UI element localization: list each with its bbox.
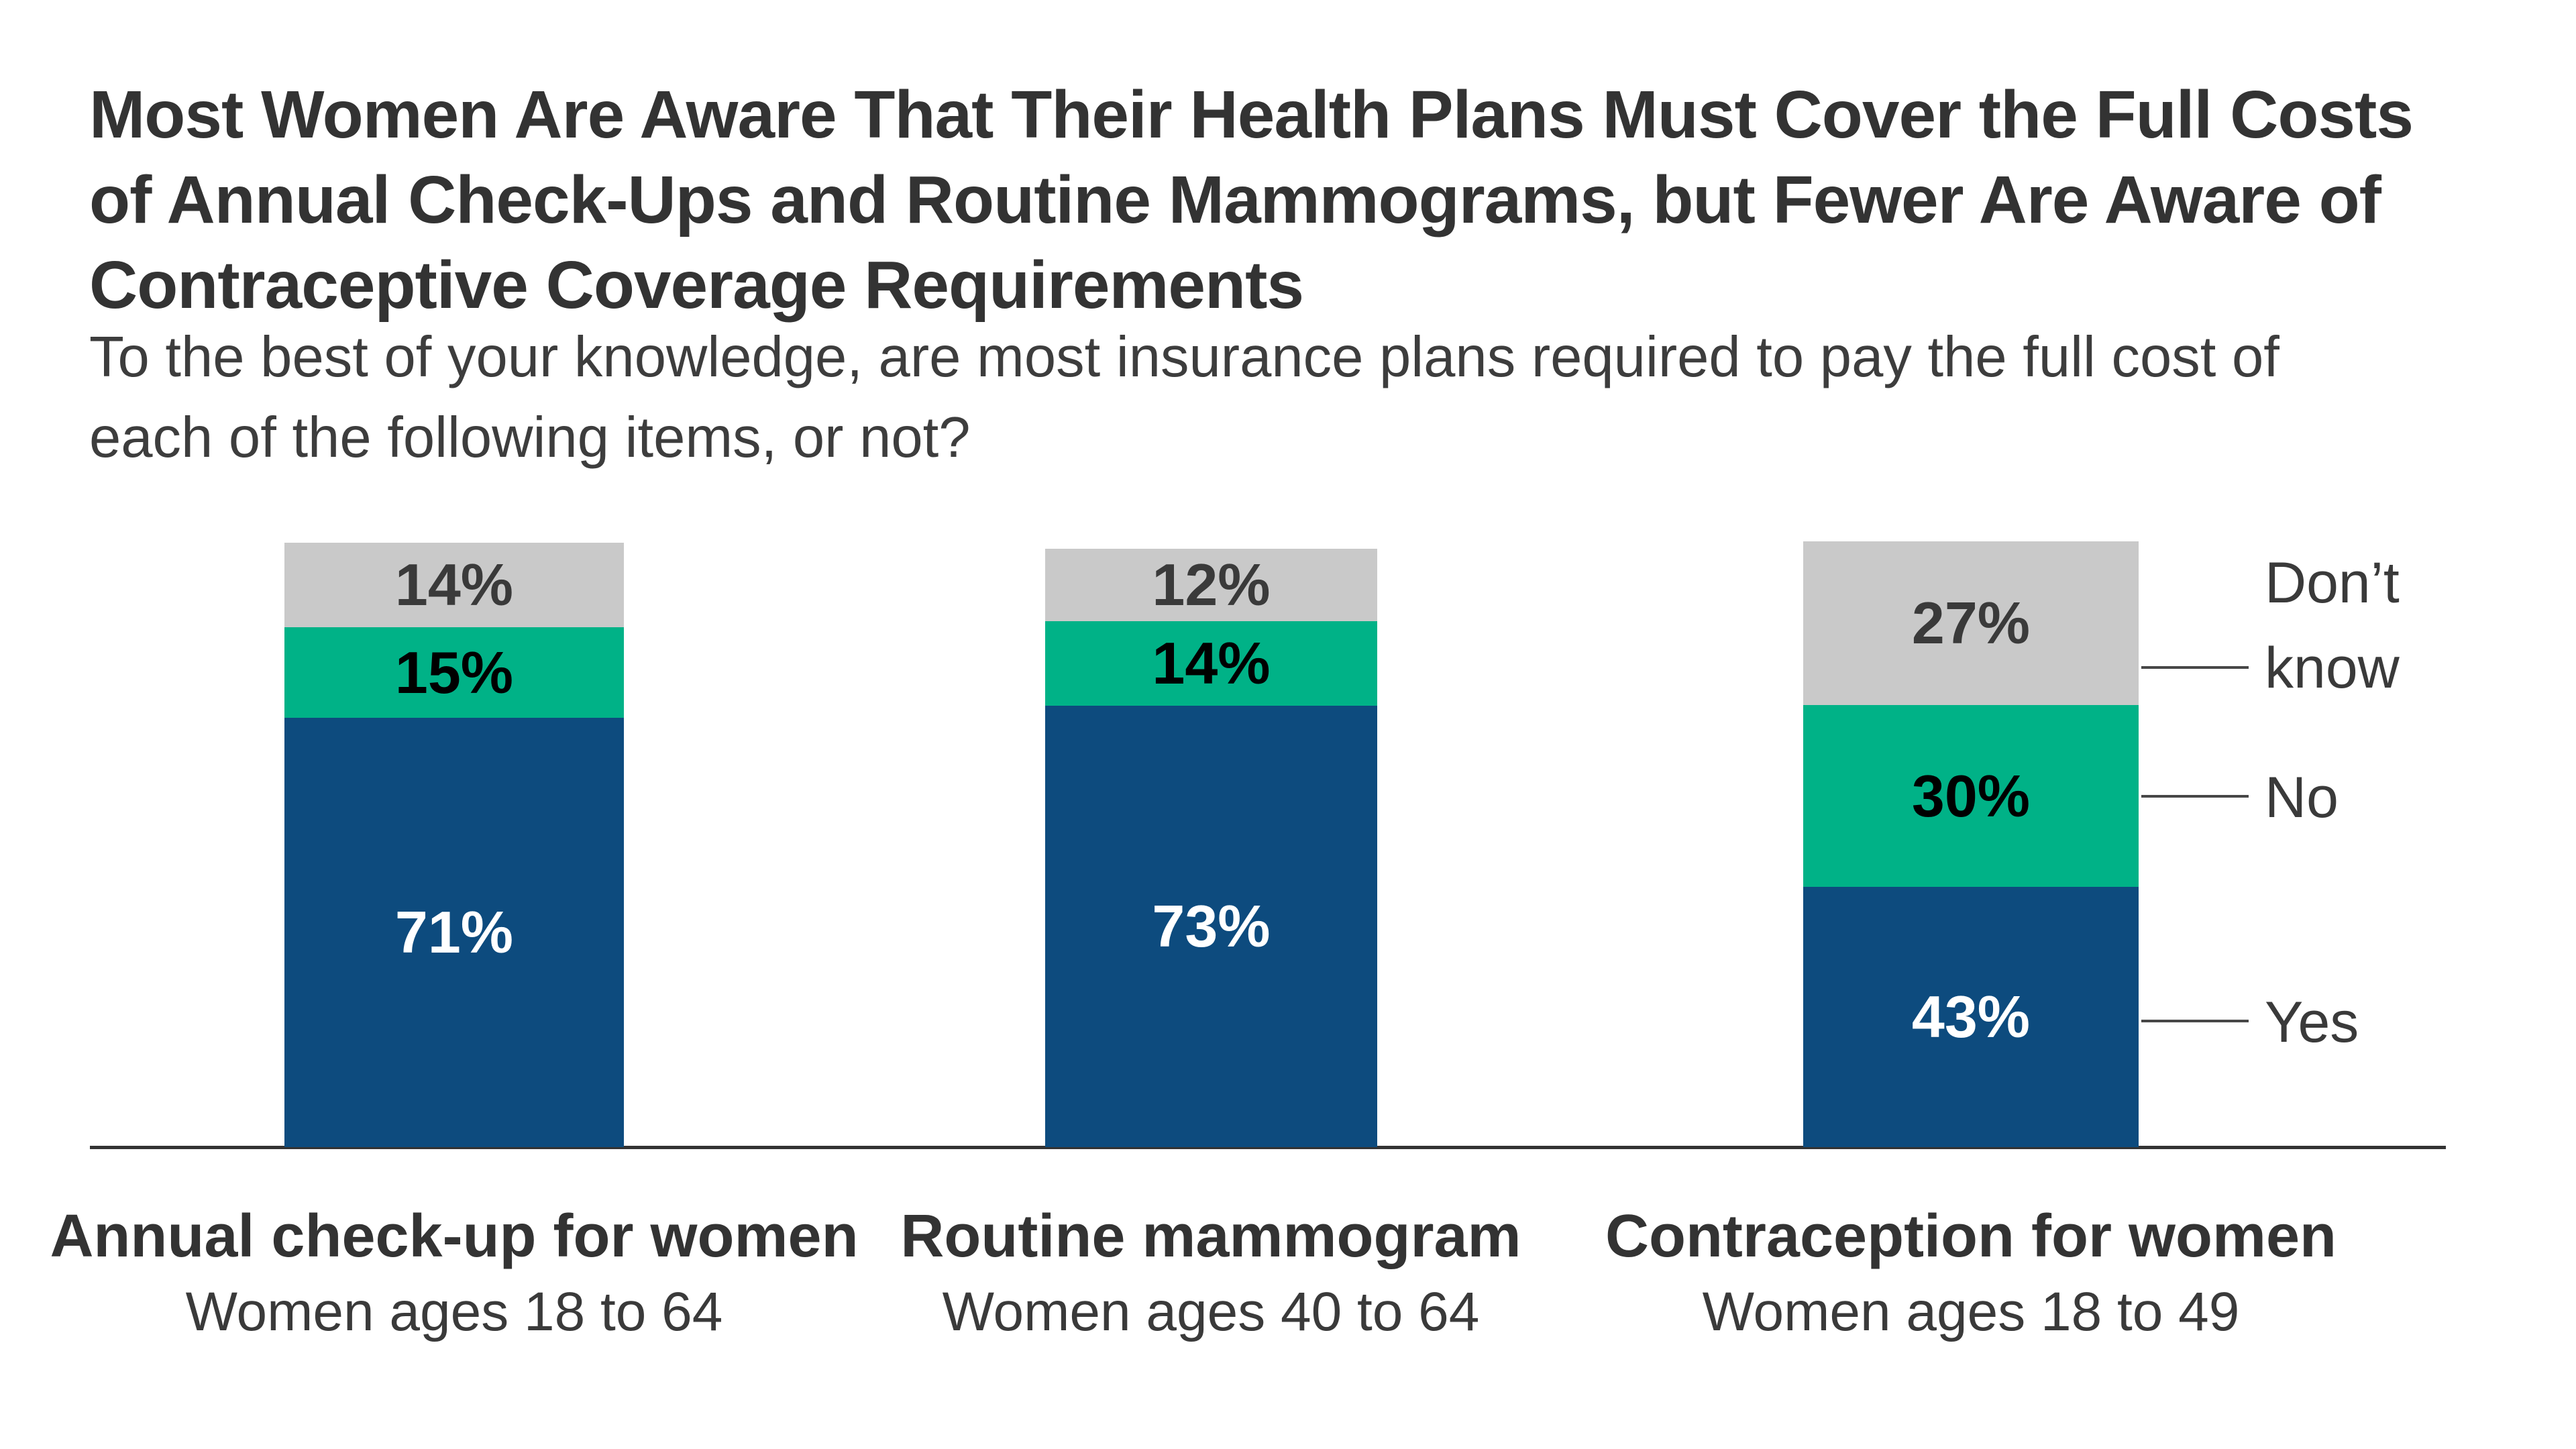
segment-value-label: 27% <box>1911 590 2031 656</box>
legend-label-yes: Yes <box>2265 990 2359 1055</box>
bar-segment-no: 30% <box>1803 705 2139 887</box>
bar-segment-don-t-know: 12% <box>1045 549 1377 621</box>
category-sublabel: Women ages 18 to 64 <box>185 1281 723 1342</box>
legend-connector-line-dont-know <box>2141 666 2249 669</box>
chart-title-line-3: Contraceptive Coverage Requirements <box>89 248 1304 323</box>
bar-segment-no: 14% <box>1045 621 1377 706</box>
x-axis-baseline <box>90 1146 2446 1149</box>
segment-value-label: 12% <box>1152 551 1271 618</box>
category-label: Routine mammogram <box>900 1203 1521 1270</box>
segment-value-label: 14% <box>1152 630 1271 696</box>
legend-label-no: No <box>2265 765 2339 830</box>
bar-segment-no: 15% <box>284 627 624 718</box>
legend-connector-line-yes <box>2141 1020 2249 1022</box>
legend-label-dont-know: Don’t know <box>2265 551 2400 700</box>
chart-title-line-2: of Annual Check-Ups and Routine Mammogra… <box>89 162 2381 237</box>
segment-value-label: 43% <box>1911 983 2031 1050</box>
bar-segment-yes: 73% <box>1045 706 1377 1147</box>
category-sublabel: Women ages 18 to 49 <box>1702 1281 2240 1342</box>
bar-segment-don-t-know: 14% <box>284 543 624 627</box>
chart-subtitle: To the best of your knowledge, are most … <box>89 317 2404 478</box>
segment-value-label: 14% <box>394 551 514 618</box>
bar-segment-yes: 71% <box>284 718 624 1147</box>
chart-subtitle-line-1: To the best of your knowledge, are most … <box>89 325 2279 389</box>
bar-segment-don-t-know: 27% <box>1803 541 2139 705</box>
chart-subtitle-line-2: each of the following items, or not? <box>89 406 971 470</box>
chart-title: Most Women Are Aware That Their Health P… <box>89 72 2437 328</box>
segment-value-label: 15% <box>394 639 514 706</box>
category-label: Contraception for women <box>1605 1203 2337 1270</box>
legend-connector-line-no <box>2141 795 2249 798</box>
segment-value-label: 71% <box>394 899 514 965</box>
category-label: Annual check-up for women <box>50 1203 859 1270</box>
segment-value-label: 30% <box>1911 763 2031 829</box>
segment-value-label: 73% <box>1152 893 1271 959</box>
category-sublabel: Women ages 40 to 64 <box>942 1281 1480 1342</box>
bar-segment-yes: 43% <box>1803 887 2139 1147</box>
chart-title-line-1: Most Women Are Aware That Their Health P… <box>89 77 2414 152</box>
